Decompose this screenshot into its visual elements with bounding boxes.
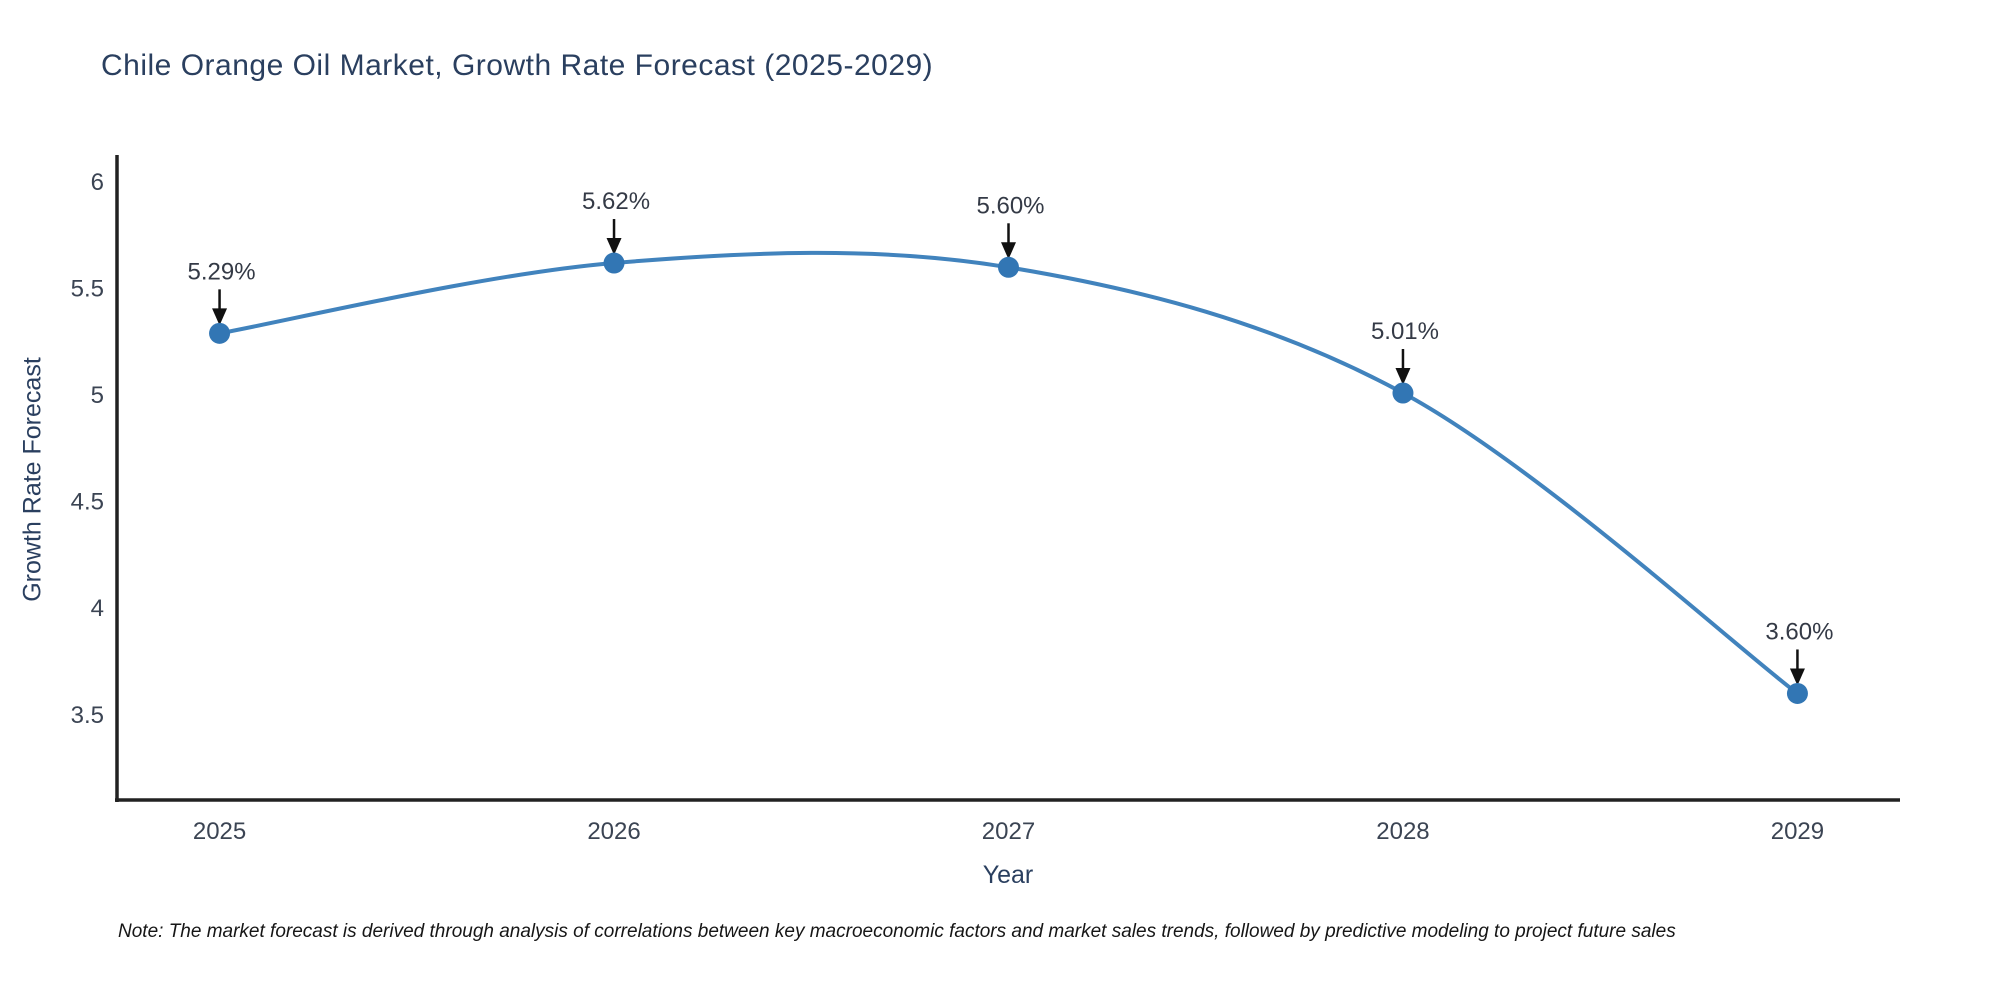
x-tick-label: 2029 bbox=[1771, 818, 1824, 845]
data-point-marker bbox=[1392, 382, 1414, 404]
y-tick-label: 4.5 bbox=[71, 489, 104, 516]
x-tick-label: 2026 bbox=[587, 818, 640, 845]
point-annotation-label: 5.01% bbox=[1371, 318, 1439, 345]
point-annotation-label: 5.29% bbox=[188, 258, 256, 285]
x-tick-label: 2028 bbox=[1376, 818, 1429, 845]
x-tick-label: 2025 bbox=[193, 818, 246, 845]
line-series-path bbox=[217, 250, 1800, 696]
data-point-marker bbox=[1786, 682, 1808, 704]
data-point-marker bbox=[603, 252, 625, 274]
point-annotation-label: 3.60% bbox=[1765, 618, 1833, 645]
point-annotation-label: 5.60% bbox=[976, 192, 1044, 219]
y-tick-label: 6 bbox=[91, 169, 104, 196]
chart-title: Chile Orange Oil Market, Growth Rate For… bbox=[101, 49, 934, 82]
annotation-arrowhead-icon bbox=[1001, 242, 1016, 260]
annotation-arrowhead-icon bbox=[212, 308, 228, 326]
x-axis-title: Year bbox=[982, 861, 1034, 889]
chart-note: Note: The market forecast is derived thr… bbox=[118, 921, 1676, 942]
point-annotation-label: 5.62% bbox=[582, 188, 650, 215]
y-axis-title: Growth Rate Forecast bbox=[18, 357, 47, 602]
y-tick-label: 5 bbox=[91, 382, 104, 409]
data-point-marker bbox=[209, 322, 231, 344]
annotation-arrowhead-icon bbox=[1395, 368, 1411, 386]
y-tick-label: 3.5 bbox=[71, 702, 104, 729]
x-tick-label: 2027 bbox=[982, 818, 1035, 845]
y-tick-label: 5.5 bbox=[71, 276, 104, 303]
y-tick-label: 4 bbox=[91, 595, 104, 622]
annotation-arrowhead-icon bbox=[1789, 668, 1805, 686]
annotation-arrowhead-icon bbox=[606, 238, 622, 256]
data-point-marker bbox=[998, 256, 1019, 278]
